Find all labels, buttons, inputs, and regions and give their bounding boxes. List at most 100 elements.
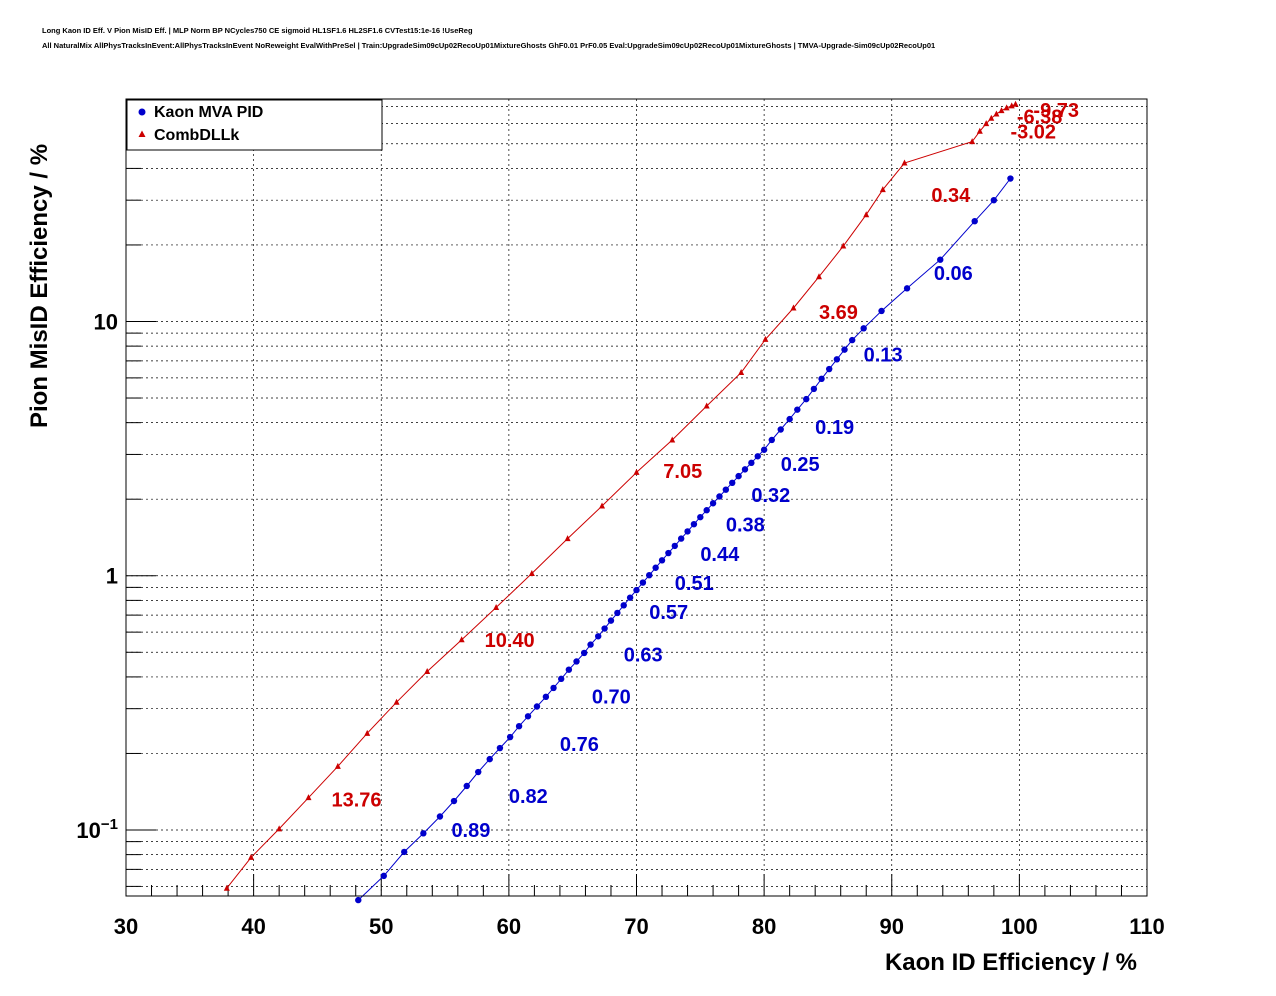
title-line-1: Long Kaon ID Eff. V Pion MisID Eff. | ML… <box>42 26 473 35</box>
annotation-label: 0.51 <box>675 573 714 595</box>
point-kaon-mva-pid <box>937 256 944 263</box>
x-tick-label: 90 <box>880 914 904 939</box>
annotation-label: 0.76 <box>560 734 599 756</box>
point-kaon-mva-pid <box>475 768 482 776</box>
point-kaon-mva-pid <box>833 356 841 363</box>
point-kaon-mva-pid <box>633 586 640 594</box>
point-kaon-mva-pid <box>420 830 427 837</box>
point-kaon-mva-pid <box>971 217 978 225</box>
annotation-label: 10.40 <box>485 630 535 652</box>
point-combdllk <box>863 211 870 218</box>
x-tick-label: 50 <box>369 914 393 939</box>
point-kaon-mva-pid <box>486 755 493 763</box>
point-kaon-mva-pid <box>573 658 580 665</box>
point-kaon-mva-pid <box>990 196 998 204</box>
legend: Kaon MVA PID CombDLLk <box>126 99 383 151</box>
point-combdllk <box>223 884 230 891</box>
point-combdllk <box>564 535 571 542</box>
point-kaon-mva-pid <box>803 395 810 403</box>
legend-label-kaon-mva-pid: Kaon MVA PID <box>154 104 263 121</box>
point-combdllk <box>790 304 797 311</box>
point-kaon-mva-pid <box>639 579 647 586</box>
point-kaon-mva-pid <box>550 684 557 692</box>
point-kaon-mva-pid <box>607 617 615 624</box>
series-line-combdllk <box>226 103 1016 889</box>
legend-label-combdllk: CombDLLk <box>154 127 239 144</box>
point-kaon-mva-pid <box>533 703 541 710</box>
point-kaon-mva-pid <box>722 486 730 493</box>
point-kaon-mva-pid <box>741 466 749 473</box>
point-kaon-mva-pid <box>697 513 704 521</box>
point-kaon-mva-pid <box>463 782 470 790</box>
point-kaon-mva-pid <box>542 693 550 701</box>
point-kaon-mva-pid <box>703 507 710 514</box>
point-combdllk <box>599 502 606 509</box>
point-combdllk <box>879 186 886 193</box>
point-kaon-mva-pid <box>684 528 691 535</box>
annotation-label: -9.73 <box>1033 100 1079 122</box>
plot-frame <box>125 98 1148 897</box>
point-kaon-mva-pid <box>878 307 885 315</box>
annotation-label: 0.32 <box>751 485 790 507</box>
annotation-label: 0.25 <box>781 454 820 476</box>
y-tick-label: 10 <box>94 309 118 334</box>
point-kaon-mva-pid <box>506 733 514 741</box>
annotation-label: 0.44 <box>700 544 740 566</box>
point-combdllk <box>424 668 431 675</box>
point-kaon-mva-pid <box>436 813 444 820</box>
x-tick-label: 40 <box>241 914 265 939</box>
annotation-label: 0.13 <box>864 345 903 367</box>
point-combdllk <box>458 636 465 643</box>
annotation-label: 0.06 <box>934 263 973 285</box>
point-kaon-mva-pid <box>652 564 659 571</box>
point-combdllk <box>305 794 312 801</box>
annotation-label: 7.05 <box>663 461 702 483</box>
x-tick-label: 100 <box>1001 914 1038 939</box>
point-combdllk <box>840 242 847 249</box>
point-kaon-mva-pid <box>729 479 736 487</box>
annotation-label: 0.82 <box>509 786 548 808</box>
annotation-label: 0.63 <box>624 645 663 667</box>
point-combdllk <box>528 570 535 577</box>
annotation-label: 0.19 <box>815 417 854 439</box>
x-tick-label: 30 <box>114 914 138 939</box>
point-kaon-mva-pid <box>595 633 602 640</box>
point-kaon-mva-pid <box>587 641 594 648</box>
point-kaon-mva-pid <box>760 446 768 453</box>
point-kaon-mva-pid <box>677 535 685 542</box>
point-kaon-mva-pid <box>786 415 793 423</box>
point-kaon-mva-pid <box>768 436 775 444</box>
point-kaon-mva-pid <box>401 848 408 856</box>
point-combdllk <box>988 114 995 121</box>
point-kaon-mva-pid <box>818 375 825 383</box>
y-tick-label: 10−1 <box>76 816 118 843</box>
point-combdllk <box>1008 102 1015 109</box>
point-combdllk <box>983 120 990 127</box>
point-combdllk <box>993 110 1000 117</box>
point-kaon-mva-pid <box>777 426 784 433</box>
x-tick-label: 60 <box>497 914 521 939</box>
point-combdllk <box>1003 104 1010 111</box>
series <box>223 100 1019 904</box>
point-combdllk <box>669 436 676 443</box>
annotation-label: 0.57 <box>649 602 688 624</box>
point-kaon-mva-pid <box>709 500 717 507</box>
point-kaon-mva-pid <box>860 325 867 332</box>
point-kaon-mva-pid <box>450 797 458 805</box>
point-kaon-mva-pid <box>1007 175 1014 182</box>
point-combdllk <box>976 127 983 134</box>
point-kaon-mva-pid <box>903 285 911 292</box>
grid <box>126 99 1147 896</box>
point-combdllk <box>493 604 500 611</box>
y-tick-label: 1 <box>106 564 118 589</box>
point-kaon-mva-pid <box>794 406 801 413</box>
point-kaon-mva-pid <box>690 520 698 528</box>
x-axis-title: Kaon ID Efficiency / % <box>885 949 1137 976</box>
point-kaon-mva-pid <box>735 472 742 480</box>
y-axis-title: Pion MisID Efficiency / % <box>26 144 53 428</box>
point-kaon-mva-pid <box>380 872 388 880</box>
point-kaon-mva-pid <box>748 459 755 467</box>
title-line-2: All NaturalMix AllPhysTracksInEvent:AllP… <box>42 41 936 50</box>
point-combdllk <box>393 698 400 705</box>
